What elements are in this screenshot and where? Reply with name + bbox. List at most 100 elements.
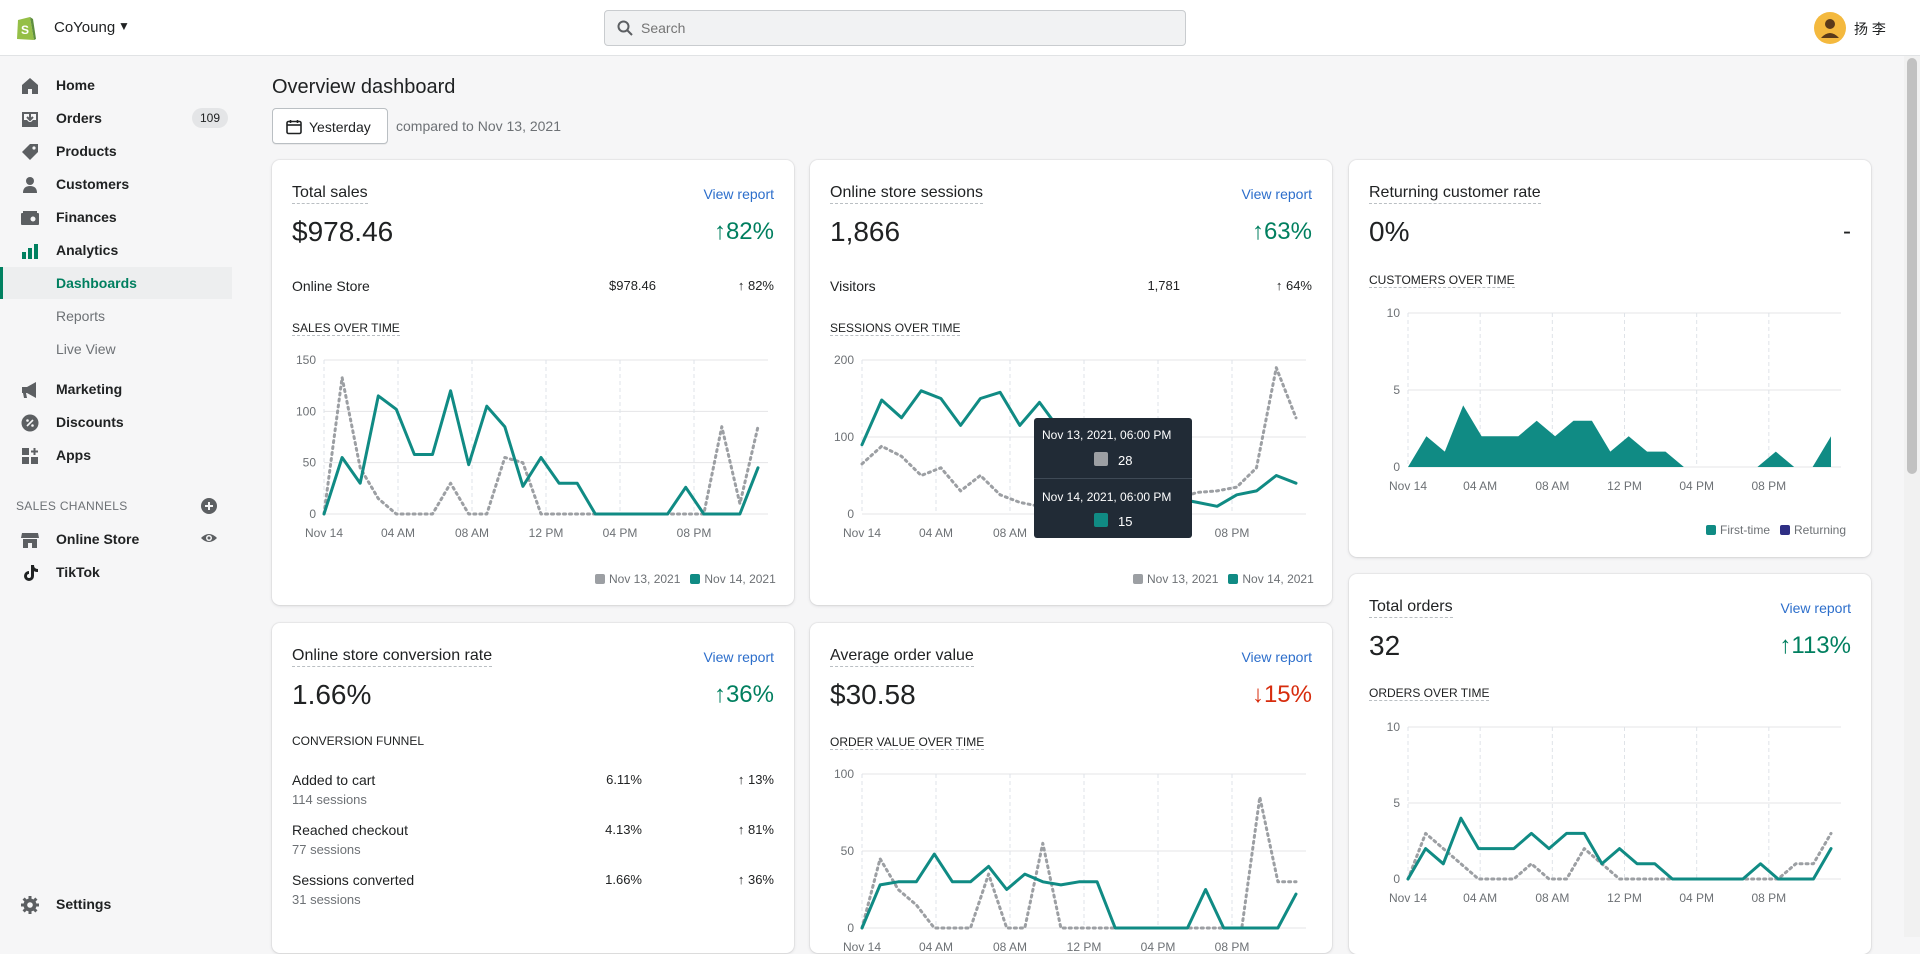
tooltip-prev-swatch	[1094, 452, 1108, 466]
sidebar-item-products[interactable]: Products	[0, 135, 232, 167]
chart-legend: Nov 13, 2021 Nov 14, 2021	[1133, 572, 1314, 586]
conversion-rate-change: ↑36%	[713, 681, 774, 708]
funnel-row-sessions: 114 sessions	[292, 792, 367, 807]
sidebar-subitem-live-view[interactable]: Live View	[0, 333, 232, 365]
sidebar-item-label: TikTok	[56, 564, 100, 580]
sidebar-item-orders[interactable]: Orders 109	[0, 102, 232, 134]
tooltip-prev-value: 28	[1118, 453, 1133, 468]
user-avatar[interactable]	[1814, 12, 1846, 44]
view-report-link[interactable]: View report	[1241, 186, 1312, 202]
card-title[interactable]: Online store sessions	[830, 184, 983, 204]
view-report-link[interactable]: View report	[703, 649, 774, 665]
y-tick-label: 150	[296, 353, 316, 367]
x-tick-label: 04 AM	[1463, 479, 1497, 493]
series-line-previous	[1406, 831, 1833, 881]
sidebar-item-tiktok[interactable]: TikTok	[0, 556, 232, 588]
tooltip-curr-value: 15	[1118, 514, 1133, 529]
returning-rate-change: -	[1843, 218, 1851, 245]
legend-swatch-first-time	[1706, 525, 1716, 535]
sidebar-item-home[interactable]: Home	[0, 69, 232, 101]
sidebar-item-marketing[interactable]: Marketing	[0, 373, 232, 405]
user-avatar-icon	[1821, 19, 1839, 38]
funnel-row-change: ↑ 13%	[737, 772, 774, 787]
sessions-change: ↑63%	[1251, 218, 1312, 245]
date-range-label: Yesterday	[309, 119, 371, 135]
page-title: Overview dashboard	[272, 76, 456, 98]
store-name[interactable]: CoYoung	[54, 19, 116, 36]
add-channel-icon[interactable]	[200, 497, 218, 515]
breakdown-label: Visitors	[830, 278, 876, 294]
sidebar-item-customers[interactable]: Customers	[0, 168, 232, 200]
shopify-logo-icon[interactable]: S	[14, 14, 38, 42]
total-orders-change: ↑113%	[1779, 632, 1851, 659]
home-icon	[22, 78, 38, 94]
returning-rate-value: 0%	[1369, 216, 1410, 247]
apps-icon	[22, 448, 38, 464]
page-scrollbar-thumb[interactable]	[1907, 58, 1917, 474]
breakdown-label: Online Store	[292, 278, 370, 294]
sidebar-item-online-store[interactable]: Online Store	[0, 523, 232, 555]
sidebar-subitem-dashboards[interactable]: Dashboards	[0, 267, 232, 299]
view-report-link[interactable]: View report	[1241, 649, 1312, 665]
legend-prev: Nov 13, 2021	[1147, 572, 1219, 586]
y-tick-label: 0	[847, 507, 854, 521]
funnel-row-label: Reached checkout	[292, 822, 408, 838]
funnel-row-value: 4.13%	[605, 822, 642, 837]
sidebar-item-apps[interactable]: Apps	[0, 439, 232, 471]
top-bar: S CoYoung ▼ 扬 李	[0, 0, 1920, 56]
sidebar-subitem-reports[interactable]: Reports	[0, 300, 232, 332]
svg-text:S: S	[21, 23, 29, 37]
sidebar: Home Orders 109 Products Customers Finan…	[0, 57, 240, 937]
store-caret-icon[interactable]: ▼	[118, 19, 130, 33]
first-time-area	[1408, 405, 1831, 467]
card-title[interactable]: Average order value	[830, 647, 974, 667]
total-sales-value: $978.46	[292, 216, 394, 247]
funnel-row-sessions: 77 sessions	[292, 842, 361, 857]
x-tick-label: 04 AM	[919, 940, 953, 953]
finances-icon	[21, 211, 39, 225]
date-range-button[interactable]: Yesterday	[272, 108, 388, 144]
sidebar-item-label: Apps	[56, 447, 91, 463]
y-tick-label: 5	[1393, 796, 1400, 810]
view-report-link[interactable]: View report	[703, 186, 774, 202]
megaphone-icon	[22, 382, 36, 398]
funnel-row-value: 6.11%	[606, 772, 642, 787]
legend-prev: Nov 13, 2021	[609, 572, 681, 586]
card-title[interactable]: Total orders	[1369, 598, 1453, 618]
card-title[interactable]: Returning customer rate	[1369, 184, 1541, 204]
search-bar[interactable]	[604, 10, 1186, 46]
search-input[interactable]	[641, 17, 1161, 39]
legend-swatch-curr	[1228, 574, 1239, 584]
view-report-link[interactable]: View report	[1780, 600, 1851, 616]
calendar-icon	[286, 120, 302, 135]
sidebar-item-label: Products	[56, 143, 117, 159]
orders-chart: 10 5 0 Nov 14 04 AM 08 AM 12 PM 04 PM 08 PM	[1387, 720, 1841, 905]
x-tick-label: Nov 14	[305, 526, 343, 540]
series-line-current	[860, 852, 1298, 930]
eye-icon[interactable]	[200, 531, 218, 545]
breakdown-value: 1,781	[1147, 278, 1180, 293]
legend-swatch-prev	[1133, 574, 1143, 584]
series-line-previous	[322, 376, 760, 516]
tooltip-divider	[1034, 478, 1192, 479]
sidebar-item-settings[interactable]: Settings	[0, 888, 232, 920]
series-line-current	[1406, 816, 1833, 881]
y-tick-label: 0	[309, 507, 316, 521]
card-title[interactable]: Online store conversion rate	[292, 647, 493, 667]
chart-legend: Nov 13, 2021 Nov 14, 2021	[595, 572, 776, 586]
legend-first-time: First-time	[1720, 523, 1770, 537]
sidebar-item-label: Settings	[56, 896, 112, 912]
sidebar-item-label: Marketing	[56, 381, 123, 397]
aov-value: $30.58	[830, 679, 916, 710]
user-name[interactable]: 扬 李	[1854, 21, 1886, 37]
x-tick-label: 04 PM	[1679, 479, 1714, 493]
sidebar-item-analytics[interactable]: Analytics	[0, 234, 232, 266]
legend-curr: Nov 14, 2021	[704, 572, 776, 586]
card-title[interactable]: Total sales	[292, 184, 368, 204]
funnel-row-label: Sessions converted	[292, 872, 415, 888]
x-tick-label: 08 PM	[677, 526, 712, 540]
sidebar-item-label: Orders	[56, 110, 102, 126]
sidebar-item-finances[interactable]: Finances	[0, 201, 232, 233]
total-sales-change: ↑82%	[713, 218, 774, 245]
sidebar-item-discounts[interactable]: Discounts	[0, 406, 232, 438]
